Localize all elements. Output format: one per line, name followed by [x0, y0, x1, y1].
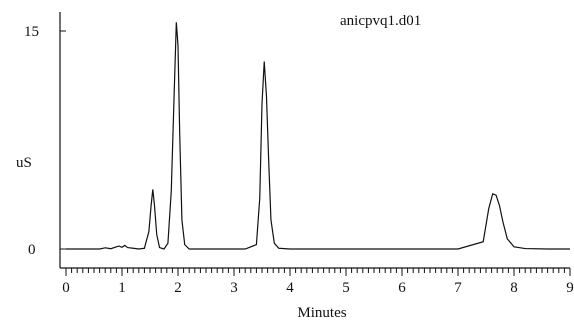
- x-axis-label: Minutes: [297, 305, 346, 321]
- x-tick-marks: [65, 268, 571, 276]
- x-tick-label-5: 5: [342, 280, 350, 296]
- x-tick-label-0: 0: [62, 280, 70, 296]
- x-tick-label-4: 4: [286, 280, 294, 296]
- x-tick-label-7: 7: [454, 280, 462, 296]
- x-tick-label-9: 9: [566, 280, 574, 296]
- x-tick-label-8: 8: [510, 280, 518, 296]
- x-tick-label-6: 6: [398, 280, 406, 296]
- x-tick-labels: 0 1 2 3 4 5 6 7 8 9: [62, 280, 574, 296]
- y-tick-label-15: 15: [24, 24, 39, 40]
- x-tick-label-3: 3: [230, 280, 238, 296]
- chart-title: anicpvq1.d01: [340, 13, 421, 29]
- x-tick-label-1: 1: [118, 280, 126, 296]
- y-tick-label-0: 0: [28, 242, 36, 258]
- series-line: [66, 22, 570, 250]
- y-axis-label: uS: [16, 155, 32, 171]
- x-tick-label-2: 2: [174, 280, 182, 296]
